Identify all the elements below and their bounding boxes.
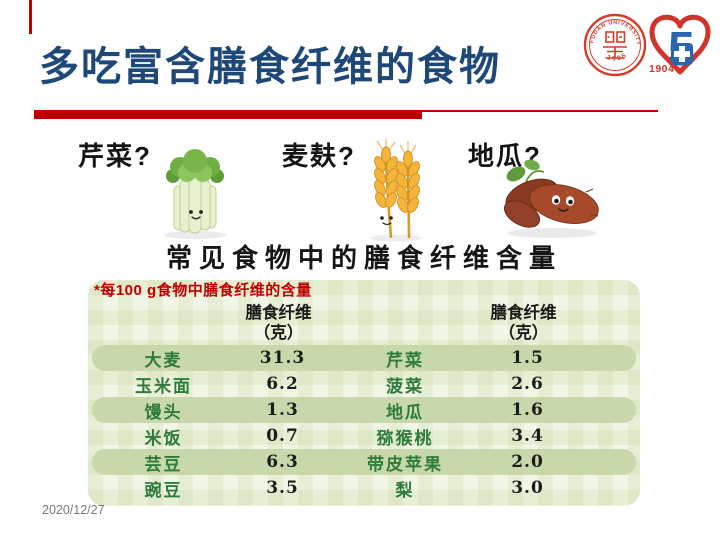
table-row: 芸豆 6.3 带皮苹果 2.0 bbox=[92, 449, 636, 475]
food-name: 菠菜 bbox=[386, 376, 424, 396]
wheat-face bbox=[380, 216, 393, 226]
fiber-value: 2.0 bbox=[511, 452, 544, 472]
slide-date: 2020/12/27 bbox=[42, 503, 105, 517]
hospital-heart-logo-icon: 5 1904 bbox=[649, 14, 711, 76]
column-header-left: 膳食纤维 （克） bbox=[245, 304, 312, 342]
food-name: 米饭 bbox=[144, 428, 183, 448]
food-name: 猕猴桃 bbox=[376, 428, 434, 448]
sweet-potato-illustration-icon bbox=[503, 159, 599, 238]
top-left-accent-line bbox=[29, 0, 32, 34]
fiber-value: 3.5 bbox=[266, 478, 299, 498]
table-row: 大麦 31.3 芹菜 1.5 bbox=[92, 345, 636, 371]
hospital-year: 1904 bbox=[649, 63, 674, 75]
celery-leaves bbox=[166, 149, 224, 183]
food-name: 玉米面 bbox=[135, 376, 192, 396]
fiber-value: 1.6 bbox=[511, 400, 544, 420]
food-name: 带皮苹果 bbox=[367, 454, 443, 474]
seal-ring-text: FUDAN UNIVERSITY bbox=[589, 20, 640, 46]
food-name: 梨 bbox=[395, 480, 415, 500]
fiber-value: 3.4 bbox=[511, 426, 544, 446]
fiber-value: 0.7 bbox=[266, 426, 299, 446]
fiber-value: 1.5 bbox=[511, 348, 544, 368]
potato-face bbox=[551, 195, 575, 212]
food-name: 大麦 bbox=[144, 350, 183, 370]
seal-center-glyph bbox=[603, 31, 627, 59]
celery-illustration-icon bbox=[164, 149, 226, 239]
table-row: 豌豆 3.5 梨 3.0 bbox=[92, 475, 636, 501]
wheat-grains bbox=[374, 146, 420, 213]
fiber-content-table: *每100 g食物中膳食纤维的含量 膳食纤维 （克） 膳食纤维 （克） 大麦 3… bbox=[88, 280, 640, 506]
food-name: 芸豆 bbox=[144, 454, 183, 474]
seal-year-text: 1905 bbox=[606, 52, 627, 63]
fiber-value: 6.3 bbox=[266, 452, 299, 472]
slide-title: 多吃富含膳食纤维的食物 bbox=[39, 45, 501, 89]
table-footnote: *每100 g食物中膳食纤维的含量 bbox=[94, 282, 312, 299]
table-title: 常见食物中的膳食纤维含量 bbox=[165, 243, 562, 273]
svg-text:FUDAN UNIVERSITY: FUDAN UNIVERSITY bbox=[589, 20, 641, 46]
table-row: 馒头 1.3 地瓜 1.6 bbox=[92, 397, 636, 423]
question-label-wheat-bran: 麦麸? bbox=[282, 141, 356, 171]
column-header-right: 膳食纤维 （克） bbox=[490, 304, 557, 342]
fiber-value: 3.0 bbox=[511, 478, 544, 498]
sprout-stem bbox=[525, 170, 545, 183]
fiber-value: 6.2 bbox=[266, 374, 299, 394]
leaf bbox=[506, 166, 526, 182]
wheat-illustration-icon bbox=[370, 139, 422, 242]
left-tuber bbox=[503, 200, 541, 228]
fiber-value: 31.3 bbox=[259, 348, 306, 368]
food-name: 豌豆 bbox=[144, 480, 183, 500]
fiber-value: 1.3 bbox=[266, 400, 299, 420]
front-tuber bbox=[529, 184, 599, 224]
leaf bbox=[524, 159, 540, 171]
food-name: 芹菜 bbox=[386, 350, 424, 370]
fudan-university-seal-icon: FUDAN UNIVERSITY 1905 bbox=[583, 13, 647, 77]
table-header-row: 膳食纤维 （克） 膳食纤维 （克） bbox=[88, 301, 640, 345]
fiber-value: 2.6 bbox=[511, 374, 544, 394]
tuber-texture bbox=[541, 179, 599, 217]
food-name: 馒头 bbox=[144, 402, 183, 422]
title-underline-thin bbox=[422, 110, 658, 112]
title-underline-thick bbox=[34, 110, 422, 119]
svg-text:1905: 1905 bbox=[606, 52, 629, 63]
medical-cross-icon bbox=[674, 46, 690, 62]
food-name: 地瓜 bbox=[386, 402, 424, 422]
table-row: 米饭 0.7 猕猴桃 3.4 bbox=[92, 423, 636, 449]
question-label-celery: 芹菜? bbox=[78, 141, 152, 171]
table-row: 玉米面 6.2 菠菜 2.6 bbox=[92, 371, 636, 397]
heart-outline bbox=[649, 14, 711, 75]
celery-face bbox=[189, 210, 203, 220]
